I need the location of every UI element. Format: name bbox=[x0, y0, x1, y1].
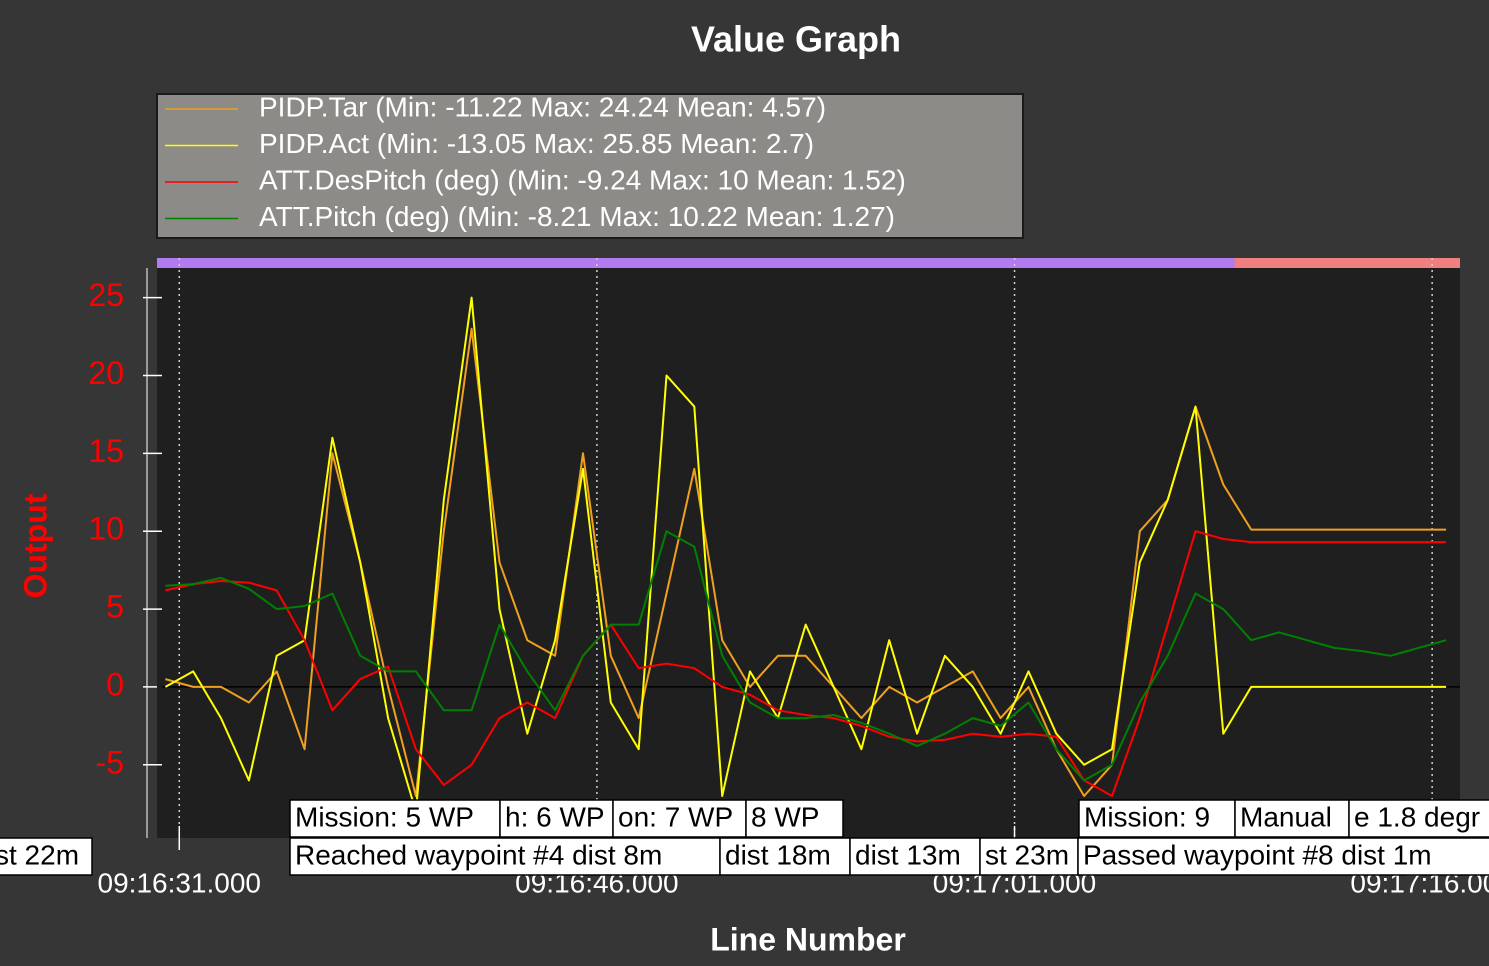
y-tick-label: 10 bbox=[88, 511, 124, 547]
y-axis-label: Output bbox=[17, 493, 53, 598]
annotation-box bbox=[289, 799, 501, 838]
legend-label: PIDP.Tar (Min: -11.22 Max: 24.24 Mean: 4… bbox=[259, 91, 826, 122]
annotation-label: Mission: 5 WP bbox=[295, 801, 474, 832]
series-line bbox=[165, 530, 1447, 797]
legend-label: PIDP.Act (Min: -13.05 Max: 25.85 Mean: 2… bbox=[259, 128, 814, 159]
legend-label: ATT.DesPitch (deg) (Min: -9.24 Max: 10 M… bbox=[259, 164, 906, 195]
annotation-box bbox=[1077, 837, 1489, 876]
annotation-label: on: 7 WP bbox=[618, 801, 733, 832]
x-axis-label: Line Number bbox=[710, 921, 906, 957]
annotation-box bbox=[849, 837, 981, 876]
annotation-box bbox=[719, 837, 851, 876]
mode-band bbox=[1234, 258, 1460, 268]
annotation-box bbox=[1234, 799, 1350, 838]
annotation-box bbox=[745, 799, 844, 838]
chart-title: Value Graph bbox=[691, 19, 901, 60]
annotation-label: st 22m bbox=[0, 839, 79, 870]
y-tick-label: 25 bbox=[88, 277, 124, 313]
mode-band bbox=[157, 258, 1235, 268]
annotation-box bbox=[1078, 799, 1236, 838]
annotation-label: 8 WP bbox=[751, 801, 819, 832]
annotation-label: dist 13m bbox=[855, 839, 961, 870]
annotation-label: e 1.8 degr bbox=[1354, 801, 1480, 832]
annotation-label: st 23m bbox=[985, 839, 1069, 870]
annotation-box bbox=[289, 837, 721, 876]
y-tick-label: 15 bbox=[88, 433, 124, 469]
annotation-label: Mission: 9 bbox=[1084, 801, 1210, 832]
series-line bbox=[165, 530, 1447, 782]
series-line bbox=[165, 327, 1447, 797]
annotation-label: Reached waypoint #4 dist 8m bbox=[295, 839, 662, 870]
plot-area bbox=[157, 268, 1460, 838]
annotation-box bbox=[499, 799, 614, 838]
annotation-box bbox=[0, 837, 93, 876]
y-tick-label: 20 bbox=[88, 355, 124, 391]
legend-box bbox=[156, 93, 1024, 239]
y-tick-label: -5 bbox=[96, 744, 124, 780]
annotation-box bbox=[1348, 799, 1489, 838]
legend-label: ATT.Pitch (deg) (Min: -8.21 Max: 10.22 M… bbox=[259, 201, 895, 232]
annotation-label: h: 6 WP bbox=[505, 801, 605, 832]
y-tick-label: 5 bbox=[106, 589, 124, 625]
annotation-label: dist 18m bbox=[725, 839, 831, 870]
y-tick-label: 0 bbox=[106, 666, 124, 702]
x-tick-label: 09:16:31.000 bbox=[98, 867, 262, 898]
annotation-label: Passed waypoint #8 dist 1m bbox=[1083, 839, 1432, 870]
annotation-label: Manual bbox=[1240, 801, 1332, 832]
